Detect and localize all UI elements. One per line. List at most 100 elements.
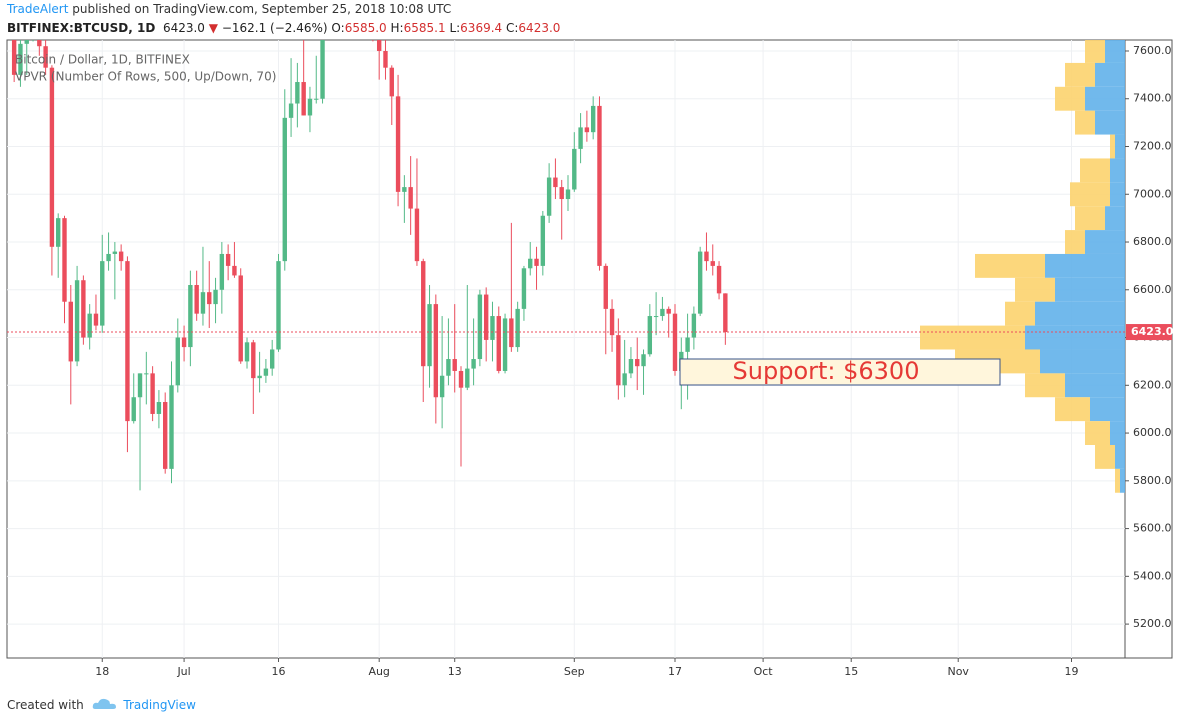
candle-body	[93, 313, 99, 326]
change: −162.1 (−2.46%)	[221, 21, 328, 35]
candle-body	[295, 82, 300, 104]
candle-body	[68, 301, 73, 362]
x-tick-label: 13	[448, 665, 462, 678]
candle-body	[534, 258, 539, 266]
x-tick-label: Aug	[368, 665, 389, 678]
annotation-box	[679, 358, 1001, 386]
annotation: Support: $6300	[733, 357, 920, 385]
candle-body	[62, 218, 67, 302]
candle-body	[194, 285, 199, 314]
x-tick-label: 17	[668, 665, 682, 678]
profile-blue	[1095, 62, 1125, 87]
candle-body	[439, 375, 445, 398]
y-tick-label: 7200.0	[1133, 140, 1172, 153]
y-tick-label: 7400.0	[1133, 92, 1172, 105]
y-tick-label: 6800.0	[1133, 235, 1172, 248]
candle-body	[603, 265, 608, 309]
candle-body	[43, 46, 48, 68]
profile-yellow	[1065, 230, 1085, 254]
profile-yellow	[1005, 301, 1035, 326]
y-tick-label: 5800.0	[1133, 474, 1172, 487]
profile-yellow	[975, 253, 1045, 278]
candle-body	[458, 370, 464, 388]
profile-yellow	[1065, 62, 1095, 87]
last-price-label: 6423.0	[1131, 325, 1174, 338]
candle-body	[376, 40, 382, 51]
profile-blue	[1110, 421, 1125, 445]
candle-body	[483, 294, 489, 340]
candle-body	[465, 368, 470, 388]
candle-body	[559, 187, 564, 200]
candle-body	[427, 304, 432, 367]
candle-body	[156, 402, 162, 414]
candle-body	[660, 308, 665, 317]
candle-body	[490, 316, 495, 340]
profile-yellow	[1080, 158, 1110, 183]
profile-yellow	[1095, 444, 1115, 469]
candle-body	[609, 308, 615, 336]
candle-body	[371, 0, 375, 20]
candle-body	[383, 50, 388, 68]
last-price-box	[1126, 324, 1172, 341]
profile-yellow	[1070, 182, 1110, 207]
candle-body	[666, 308, 671, 314]
x-tick-label: Oct	[754, 665, 774, 678]
candle-body	[446, 359, 451, 376]
candle-body	[421, 261, 426, 367]
candle-body	[37, 40, 42, 47]
candles	[11, 0, 728, 491]
candle-body	[616, 335, 621, 386]
y-tick-label: 6200.0	[1133, 378, 1172, 391]
profile-yellow	[1085, 421, 1110, 445]
candle-body	[327, 0, 331, 27]
y-tick-label: 5200.0	[1133, 617, 1172, 630]
ohlc-value: 6423.0	[518, 21, 561, 35]
candle-body	[49, 67, 55, 247]
profile-blue	[1090, 397, 1125, 422]
x-tick-label: 18	[95, 665, 109, 678]
candle-body	[471, 359, 476, 369]
ohlc-value: 6369.4	[460, 21, 503, 35]
candle-body	[691, 313, 697, 338]
candle-body	[56, 218, 61, 247]
x-tick-label: 15	[844, 665, 858, 678]
candle-body	[238, 275, 243, 362]
y-tick-label: 6000.0	[1133, 426, 1172, 439]
x-tick-label: 16	[271, 665, 285, 678]
candle-body	[433, 304, 439, 398]
candle-body	[641, 354, 646, 367]
grid	[7, 40, 1125, 658]
profile-yellow	[920, 325, 1025, 350]
profile-blue	[1025, 325, 1125, 350]
candle-body	[653, 316, 659, 318]
profile-blue	[1115, 134, 1125, 159]
candle-body	[188, 285, 193, 348]
candle-body	[137, 373, 143, 398]
candle-body	[112, 251, 118, 254]
brand[interactable]: TradingView	[123, 698, 196, 712]
profile-blue	[1105, 206, 1125, 231]
candle-body	[647, 316, 653, 355]
candle-body	[723, 293, 728, 333]
legend-title: Bitcoin / Dollar, 1D, BITFINEX	[15, 53, 190, 67]
x-tick-label: Nov	[947, 665, 969, 678]
profile-blue	[1095, 110, 1125, 135]
x-tick-label: 19	[1065, 665, 1079, 678]
y-tick-label: 7000.0	[1133, 187, 1172, 200]
candle-body	[521, 268, 527, 309]
candle-body	[18, 43, 23, 75]
candle-body	[144, 373, 149, 375]
author[interactable]: TradeAlert	[7, 2, 69, 16]
candle-body	[81, 280, 86, 338]
profile-yellow	[1055, 397, 1090, 422]
candle-body	[502, 318, 508, 371]
candle-body	[408, 187, 413, 209]
published: published on TradingView.com, September …	[72, 2, 452, 16]
candle-body	[213, 289, 218, 305]
candle-body	[232, 265, 237, 276]
candle-body	[200, 292, 206, 314]
candle-body	[685, 337, 690, 352]
candle-body	[697, 251, 703, 314]
ohlc-value: 6585.1	[403, 21, 446, 35]
candle-body	[106, 253, 111, 262]
